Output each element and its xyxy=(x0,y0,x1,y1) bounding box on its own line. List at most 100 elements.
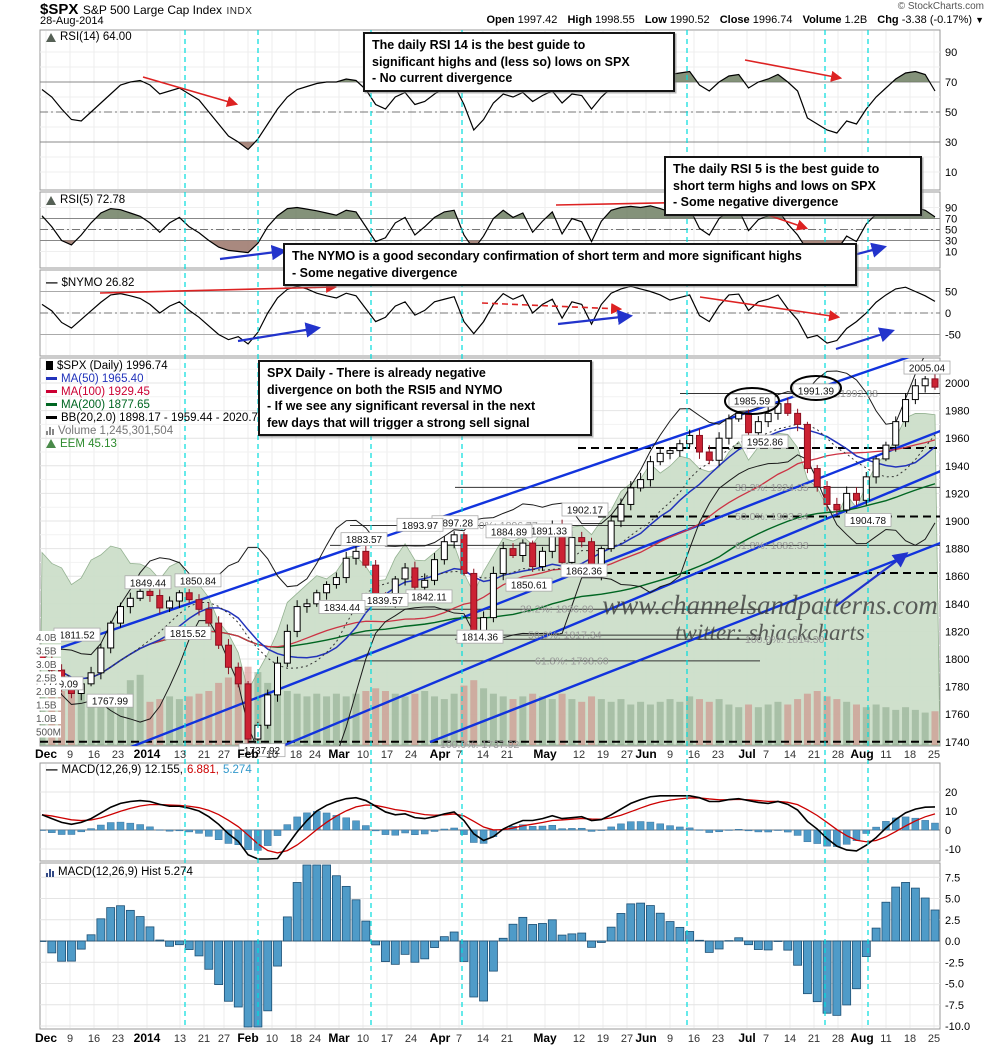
svg-text:30: 30 xyxy=(945,236,957,248)
svg-text:23: 23 xyxy=(112,749,124,761)
close-label: Close xyxy=(719,14,750,26)
svg-text:27: 27 xyxy=(621,749,633,761)
svg-text:2014: 2014 xyxy=(134,1031,161,1045)
svg-text:Mar: Mar xyxy=(328,1031,350,1045)
svg-text:500M: 500M xyxy=(36,728,61,739)
svg-text:30: 30 xyxy=(945,137,957,149)
svg-text:1814.36: 1814.36 xyxy=(462,633,499,644)
svg-text:1980: 1980 xyxy=(945,406,969,418)
svg-text:Dec: Dec xyxy=(35,1031,57,1045)
symbol-name: S&P 500 Large Cap Index xyxy=(82,3,223,17)
legend-label: MA(100) 1929.45 xyxy=(61,385,150,398)
svg-text:1767.99: 1767.99 xyxy=(92,697,129,708)
svg-text:1985.59: 1985.59 xyxy=(734,396,771,407)
annotation-line: - Some negative divergence xyxy=(292,265,458,280)
line-icon xyxy=(46,403,57,406)
svg-text:18: 18 xyxy=(904,749,916,761)
svg-text:-5.0: -5.0 xyxy=(945,979,964,991)
svg-text:1900: 1900 xyxy=(945,516,969,528)
svg-text:1834.44: 1834.44 xyxy=(324,603,361,614)
svg-text:38.2%: 1924.35: 38.2%: 1924.35 xyxy=(735,482,809,494)
svg-text:70: 70 xyxy=(945,77,957,89)
svg-text:13: 13 xyxy=(174,749,186,761)
svg-text:1.5B: 1.5B xyxy=(36,701,57,712)
svg-text:10: 10 xyxy=(945,806,957,818)
svg-text:10: 10 xyxy=(945,167,957,179)
rsi5-label: RSI(5) 72.78 xyxy=(60,194,126,206)
svg-text:1891.33: 1891.33 xyxy=(531,526,568,537)
svg-text:23: 23 xyxy=(712,1033,724,1045)
svg-text:Jun: Jun xyxy=(635,747,656,761)
svg-text:50: 50 xyxy=(945,225,957,237)
svg-text:1779.09: 1779.09 xyxy=(42,679,79,690)
svg-text:1940: 1940 xyxy=(945,461,969,473)
svg-text:21: 21 xyxy=(198,749,210,761)
annotation-line: few days that will trigger a strong sell… xyxy=(267,415,530,430)
svg-text:9: 9 xyxy=(667,749,673,761)
svg-text:1811.52: 1811.52 xyxy=(59,631,95,642)
svg-text:-10: -10 xyxy=(945,844,961,856)
svg-text:11: 11 xyxy=(880,749,891,761)
svg-text:1902.17: 1902.17 xyxy=(567,506,604,517)
svg-text:1862.36: 1862.36 xyxy=(566,566,603,577)
svg-text:1991.39: 1991.39 xyxy=(798,386,835,397)
svg-text:2.5: 2.5 xyxy=(945,915,960,927)
svg-text:1760: 1760 xyxy=(945,709,969,721)
line-icon xyxy=(46,416,57,419)
svg-text:23: 23 xyxy=(712,749,724,761)
svg-text:27: 27 xyxy=(218,749,230,761)
svg-text:2.0B: 2.0B xyxy=(36,687,57,698)
svg-text:Mar: Mar xyxy=(328,747,350,761)
svg-text:Apr: Apr xyxy=(430,1031,451,1045)
svg-text:23: 23 xyxy=(112,1033,124,1045)
svg-text:1960: 1960 xyxy=(945,433,969,445)
svg-text:20: 20 xyxy=(945,787,957,799)
svg-text:1884.89: 1884.89 xyxy=(491,527,528,538)
svg-text:1992.38: 1992.38 xyxy=(840,388,878,400)
volume-value: 1.2B xyxy=(844,14,868,26)
annotation-line: The NYMO is a good secondary confirmatio… xyxy=(292,249,802,263)
svg-text:Aug: Aug xyxy=(850,747,873,761)
svg-text:-10.0: -10.0 xyxy=(945,1021,970,1033)
annotation-line: - If we see any significant reversal in … xyxy=(267,399,536,413)
svg-text:1780: 1780 xyxy=(945,682,969,694)
svg-text:1904.78: 1904.78 xyxy=(850,516,887,527)
svg-text:2005.04: 2005.04 xyxy=(909,364,946,375)
svg-text:1815.52: 1815.52 xyxy=(170,629,207,640)
svg-text:61.8%: 1882.33: 61.8%: 1882.33 xyxy=(735,540,809,552)
annotation-line: divergence on both the RSI5 and NYMO xyxy=(267,382,503,397)
indicator-icon xyxy=(46,195,56,205)
annotation-line: - No current divergence xyxy=(372,71,513,85)
exchange: INDX xyxy=(226,6,253,17)
svg-text:7: 7 xyxy=(763,1033,769,1045)
svg-text:7.5: 7.5 xyxy=(945,872,960,884)
svg-text:2.5B: 2.5B xyxy=(36,674,57,685)
svg-text:21: 21 xyxy=(501,1033,513,1045)
svg-text:100.0%: 1814.30: 100.0%: 1814.30 xyxy=(745,634,825,646)
chart-header: $SPX S&P 500 Large Cap Index INDX © Stoc… xyxy=(0,0,990,28)
svg-text:twitter: shjackcharts: twitter: shjackcharts xyxy=(675,620,865,645)
svg-text:18: 18 xyxy=(290,1033,302,1045)
indicator-icon xyxy=(46,32,56,42)
macd-signal-value: 6.881, xyxy=(186,764,219,776)
chg-value: -3.38 (-0.17%) xyxy=(901,14,973,26)
svg-text:2000: 2000 xyxy=(945,378,969,390)
svg-text:1920: 1920 xyxy=(945,488,969,500)
open-label: Open xyxy=(486,14,515,26)
svg-text:100.0%: 1737.92: 100.0%: 1737.92 xyxy=(440,739,520,751)
svg-text:7: 7 xyxy=(763,749,769,761)
svg-text:Aug: Aug xyxy=(850,1031,873,1045)
svg-text:24: 24 xyxy=(309,1033,321,1045)
svg-text:13: 13 xyxy=(174,1033,186,1045)
legend-row: Volume 1,245,301,504 xyxy=(46,424,264,437)
svg-text:2014: 2014 xyxy=(134,747,161,761)
legend-row: MA(100) 1929.45 xyxy=(46,385,264,398)
svg-text:12: 12 xyxy=(573,749,585,761)
rsi5-annotation: The daily RSI 5 is the best guide to shor… xyxy=(664,156,922,216)
price-plot xyxy=(40,358,940,746)
svg-text:24: 24 xyxy=(405,1033,417,1045)
candle-icon xyxy=(46,361,53,370)
svg-text:21: 21 xyxy=(808,1033,820,1045)
annotation-line: SPX Daily - There is already negative xyxy=(267,366,486,380)
rsi5-legend: RSI(5) 72.78 xyxy=(46,194,125,206)
